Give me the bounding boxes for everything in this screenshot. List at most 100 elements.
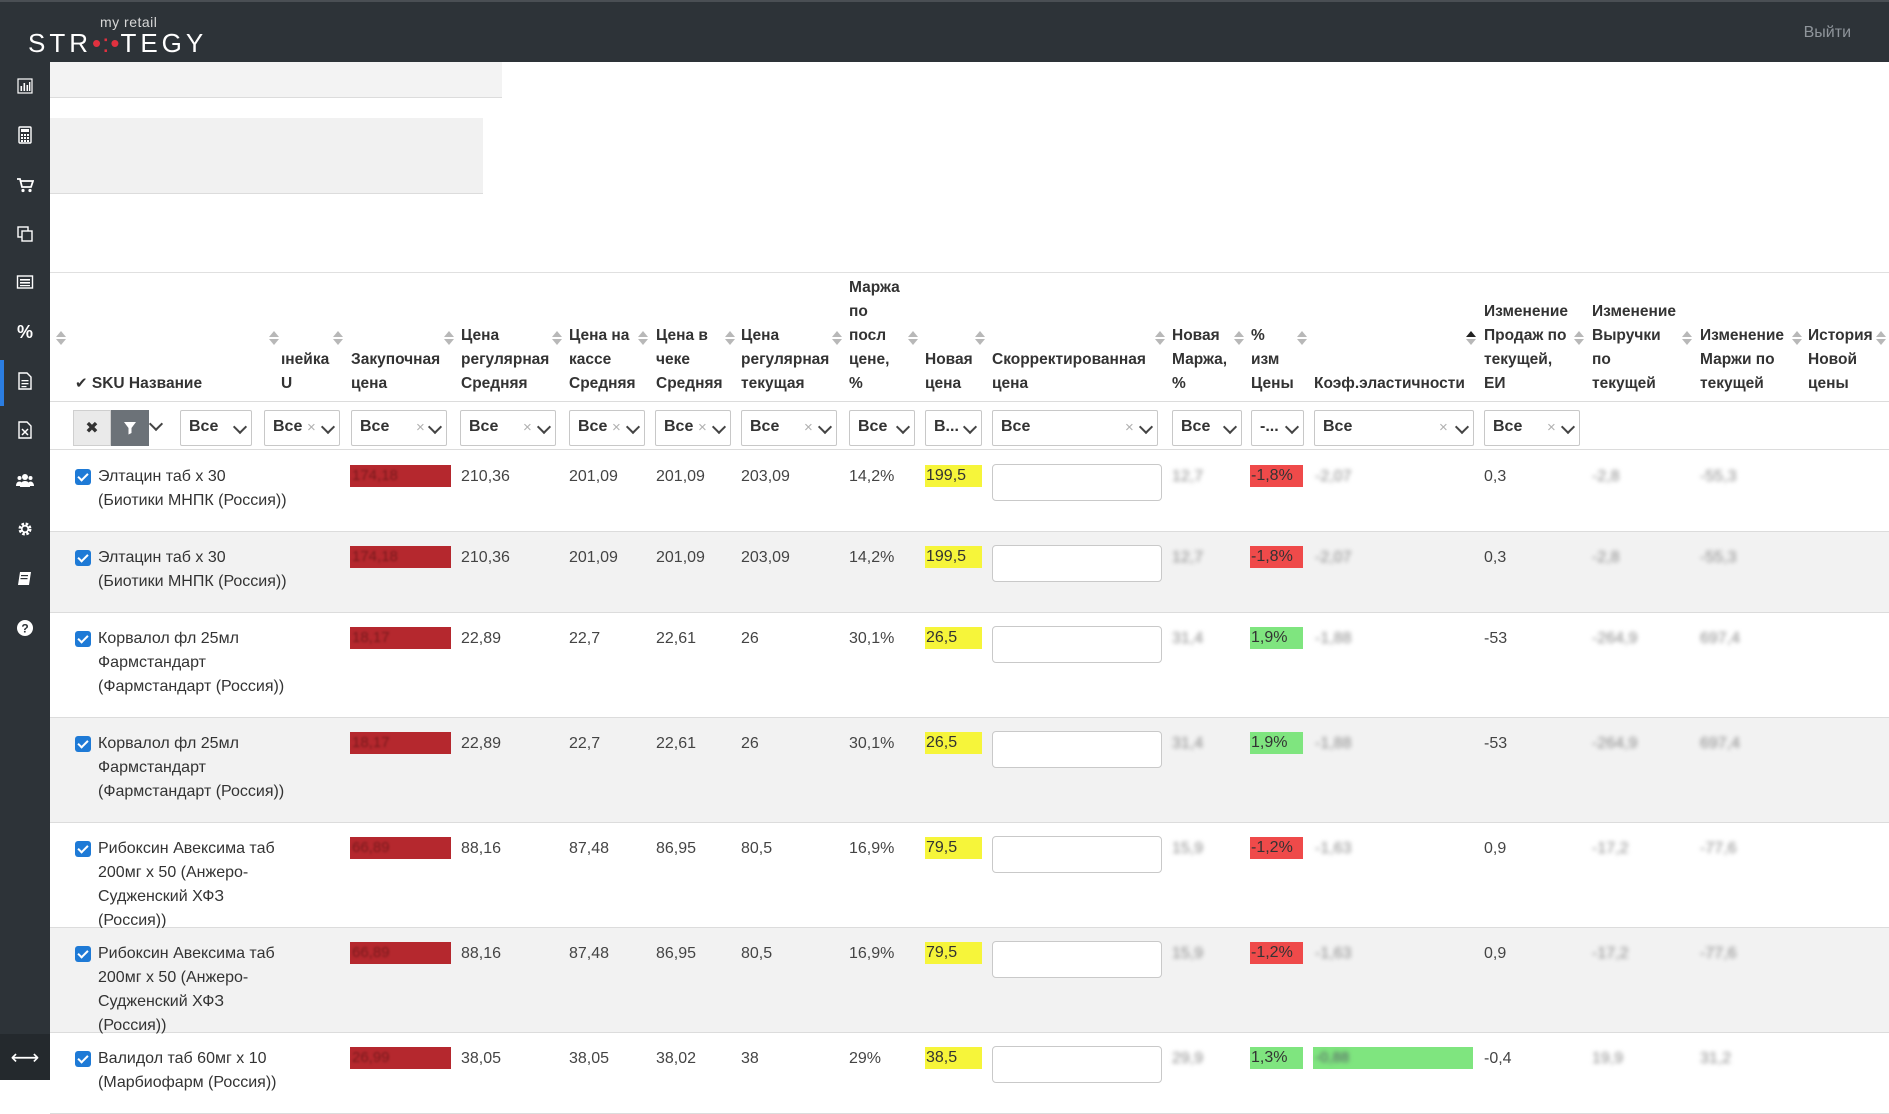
table-row[interactable]: Элтацин таб х 30 (Биотики МНПК (Россия))…	[50, 532, 1889, 613]
filter-select[interactable]: В...	[925, 410, 982, 446]
sort-icon[interactable]	[552, 330, 562, 346]
new-margin-header[interactable]: Новая Маржа, %	[1172, 327, 1228, 392]
corrected-price-input[interactable]	[992, 941, 1162, 978]
users-icon[interactable]	[12, 467, 38, 493]
filter-select[interactable]: Все	[849, 410, 915, 446]
chevron-down-icon[interactable]	[148, 416, 164, 432]
sort-icon[interactable]	[1297, 330, 1307, 346]
regular-avg-price: 38,05	[461, 1050, 502, 1067]
price-change-header[interactable]: % изм Цены	[1251, 327, 1294, 392]
clear-filters-button[interactable]: ✖	[73, 410, 111, 446]
regular-current-header[interactable]: Цена регулярная текущая	[741, 327, 830, 392]
sort-icon[interactable]	[1792, 330, 1802, 346]
sort-icon[interactable]	[638, 330, 648, 346]
cash-avg-price: 201,09	[569, 549, 618, 566]
sort-asc-icon[interactable]	[1466, 330, 1476, 346]
row-checkbox[interactable]	[75, 550, 91, 566]
sort-icon[interactable]	[56, 330, 66, 346]
expand-arrows-icon[interactable]: ⟷	[0, 1034, 50, 1080]
filter-button[interactable]	[111, 410, 149, 446]
sort-icon[interactable]	[1574, 330, 1584, 346]
sales-change-header[interactable]: Изменение Продаж по текущей, ЕИ	[1484, 303, 1569, 392]
sort-icon[interactable]	[1234, 330, 1244, 346]
row-checkbox[interactable]	[75, 469, 91, 485]
logout-link[interactable]: Выйти	[1803, 24, 1851, 41]
calculator-icon[interactable]	[12, 122, 38, 148]
regular-current-price: 80,5	[741, 840, 773, 857]
sort-icon[interactable]	[975, 330, 985, 346]
table-row[interactable]: Корвалол фл 25мл Фармстандарт (Фармстанд…	[50, 613, 1889, 718]
cart-icon[interactable]	[12, 172, 38, 198]
corrected-price-input[interactable]	[992, 731, 1162, 768]
filter-select[interactable]: Все ×	[1484, 410, 1580, 446]
filter-select[interactable]: Все	[180, 410, 252, 446]
filter-select[interactable]: -...	[1251, 410, 1304, 446]
sort-icon[interactable]	[444, 330, 454, 346]
margin-change-header[interactable]: Изменение Маржи по текущей	[1700, 327, 1785, 392]
filter-select[interactable]: Все ×	[569, 410, 645, 446]
bar-chart-icon[interactable]	[12, 73, 38, 99]
sort-icon[interactable]	[1682, 330, 1692, 346]
filter-select[interactable]: Все ×	[264, 410, 340, 446]
regular-avg-header[interactable]: Цена регулярная Средняя	[461, 327, 550, 392]
price-change-pct: 1,3%	[1250, 1047, 1303, 1069]
sku-header[interactable]: ✔ SKU Название	[75, 375, 203, 392]
filter-select[interactable]: Все ×	[655, 410, 731, 446]
margin-last-price: 14,2%	[849, 468, 895, 485]
sort-icon[interactable]	[1876, 330, 1886, 346]
filter-select[interactable]: Все ×	[460, 410, 556, 446]
corrected-price-input[interactable]	[992, 545, 1162, 582]
purchase-price-header[interactable]: Закупочная цена	[351, 351, 441, 392]
regular-avg-price: 210,36	[461, 549, 510, 566]
percent-icon[interactable]: %	[16, 321, 33, 342]
corrected-price-header[interactable]: Скорректированная цена	[992, 351, 1146, 392]
header-divider	[50, 401, 1889, 402]
regular-current-price: 80,5	[741, 945, 773, 962]
corrected-price-input[interactable]	[992, 1046, 1162, 1083]
gear-icon[interactable]	[12, 516, 38, 542]
help-icon[interactable]: ?	[12, 615, 38, 641]
table-row[interactable]: Корвалол фл 25мл Фармстандарт (Фармстанд…	[50, 718, 1889, 823]
price-change-pct: -1,2%	[1250, 837, 1303, 859]
new-price-header[interactable]: Новая цена	[925, 351, 973, 392]
table-row[interactable]: Валидол таб 60мг х 10 (Марбиофарм (Росси…	[50, 1033, 1889, 1114]
row-checkbox[interactable]	[75, 631, 91, 647]
corrected-price-input[interactable]	[992, 464, 1162, 501]
cash-avg-header[interactable]: Цена на кассе Средняя	[569, 327, 636, 392]
filter-select[interactable]: Все	[1172, 410, 1242, 446]
row-checkbox[interactable]	[75, 736, 91, 752]
sort-icon[interactable]	[269, 330, 279, 346]
book-icon[interactable]	[12, 566, 38, 592]
sort-icon[interactable]	[333, 330, 343, 346]
row-checkbox[interactable]	[75, 946, 91, 962]
sort-icon[interactable]	[832, 330, 842, 346]
corrected-price-input[interactable]	[992, 626, 1162, 663]
list-icon[interactable]	[12, 269, 38, 295]
sort-icon[interactable]	[908, 330, 918, 346]
table-row[interactable]: Элтацин таб х 30 (Биотики МНПК (Россия))…	[50, 451, 1889, 532]
copy-icon[interactable]	[12, 221, 38, 247]
sort-icon[interactable]	[725, 330, 735, 346]
new-margin: 31,4	[1172, 735, 1204, 752]
filter-select[interactable]: Все ×	[1314, 410, 1474, 446]
history-header[interactable]: История Новой цены	[1808, 327, 1873, 392]
filter-select[interactable]: Все ×	[741, 410, 837, 446]
document-icon[interactable]	[12, 368, 38, 394]
new-price: 38,5	[925, 1047, 982, 1069]
row-checkbox[interactable]	[75, 841, 91, 857]
margin-last-header[interactable]: Маржа по посл цене, %	[849, 279, 900, 392]
line-header[interactable]: ıнейка U	[281, 351, 330, 392]
sales-change: 0,3	[1484, 468, 1507, 485]
elasticity-header[interactable]: Коэф.эластичности	[1314, 375, 1465, 392]
table-row[interactable]: Рибоксин Авексима таб 200мг х 50 (Анжеро…	[50, 823, 1889, 929]
excel-icon[interactable]	[12, 417, 38, 443]
table-row[interactable]: Рибоксин Авексима таб 200мг х 50 (Анжеро…	[50, 928, 1889, 1034]
loading-panel-top	[50, 62, 502, 98]
filter-select[interactable]: Все ×	[992, 410, 1158, 446]
row-checkbox[interactable]	[75, 1051, 91, 1067]
corrected-price-input[interactable]	[992, 836, 1162, 873]
revenue-change-header[interactable]: Изменение Выручки по текущей	[1592, 303, 1677, 392]
check-avg-header[interactable]: Цена в чеке Средняя	[656, 327, 723, 392]
sort-icon[interactable]	[1155, 330, 1165, 346]
filter-select[interactable]: Все ×	[351, 410, 447, 446]
